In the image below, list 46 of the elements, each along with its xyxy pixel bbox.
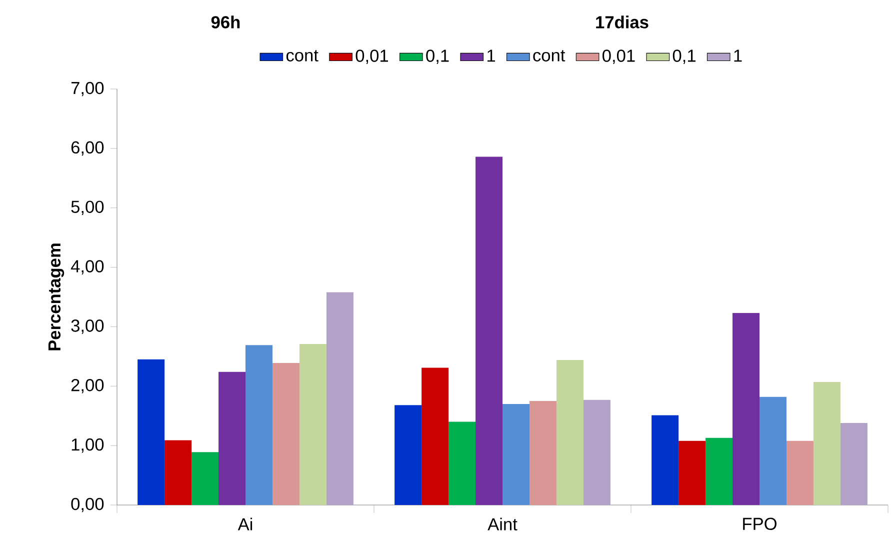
bar (840, 422, 868, 505)
bar (326, 292, 354, 505)
bar (164, 440, 192, 505)
y-axis-title: Percentagem (48, 244, 64, 350)
y-tick-label: 5,00 (71, 200, 104, 216)
text: 96h (211, 16, 240, 28)
bar (448, 422, 476, 505)
bar (786, 440, 814, 505)
bar (583, 400, 610, 505)
bar (394, 405, 422, 505)
bar (272, 362, 300, 505)
bar (138, 359, 165, 505)
legend-label: 0,1 (672, 50, 696, 64)
y-tick-label: 3,00 (71, 320, 104, 334)
y-tick-label: 2,00 (71, 378, 104, 394)
bar (529, 401, 556, 505)
text: 17dias (596, 16, 648, 28)
x-tick-label: Ai (238, 518, 252, 530)
bar (422, 368, 449, 505)
bar (299, 344, 326, 505)
bar (192, 452, 219, 505)
legend-label: cont (533, 50, 566, 62)
legend-label: cont (286, 50, 318, 62)
bar (476, 156, 503, 505)
bar (556, 360, 584, 505)
bar (813, 382, 840, 505)
legend-label: 1 (734, 50, 742, 62)
bar (678, 440, 706, 505)
x-tick-label: Aint (488, 518, 518, 530)
y-tick-label: 1,00 (72, 438, 104, 453)
y-tick-label: 0,00 (71, 498, 104, 512)
y-tick-label: 4,00 (70, 260, 104, 274)
x-tick-label: FPO (743, 518, 776, 530)
bar (706, 438, 733, 505)
legend-label: 0,01 (356, 50, 388, 64)
legend-label: 0,01 (602, 50, 635, 64)
bar (760, 396, 786, 505)
bar (502, 404, 530, 505)
y-tick-label: 7,00 (71, 82, 104, 96)
y-tick-label: 6,00 (71, 141, 104, 156)
bar (732, 313, 760, 505)
bar (218, 372, 246, 505)
legend-label: 1 (488, 50, 495, 62)
bar (652, 415, 679, 505)
bar (246, 345, 272, 505)
legend-label: 0,1 (426, 50, 449, 64)
